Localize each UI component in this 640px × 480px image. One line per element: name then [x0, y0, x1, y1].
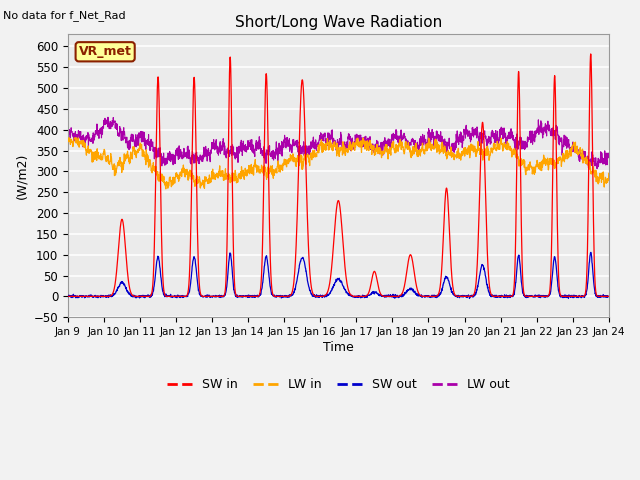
- Text: VR_met: VR_met: [79, 45, 132, 58]
- Title: Short/Long Wave Radiation: Short/Long Wave Radiation: [235, 15, 442, 30]
- Text: No data for f_Net_Rad: No data for f_Net_Rad: [3, 11, 126, 22]
- Y-axis label: (W/m2): (W/m2): [15, 152, 28, 199]
- Legend: SW in, LW in, SW out, LW out: SW in, LW in, SW out, LW out: [163, 373, 514, 396]
- X-axis label: Time: Time: [323, 341, 354, 354]
